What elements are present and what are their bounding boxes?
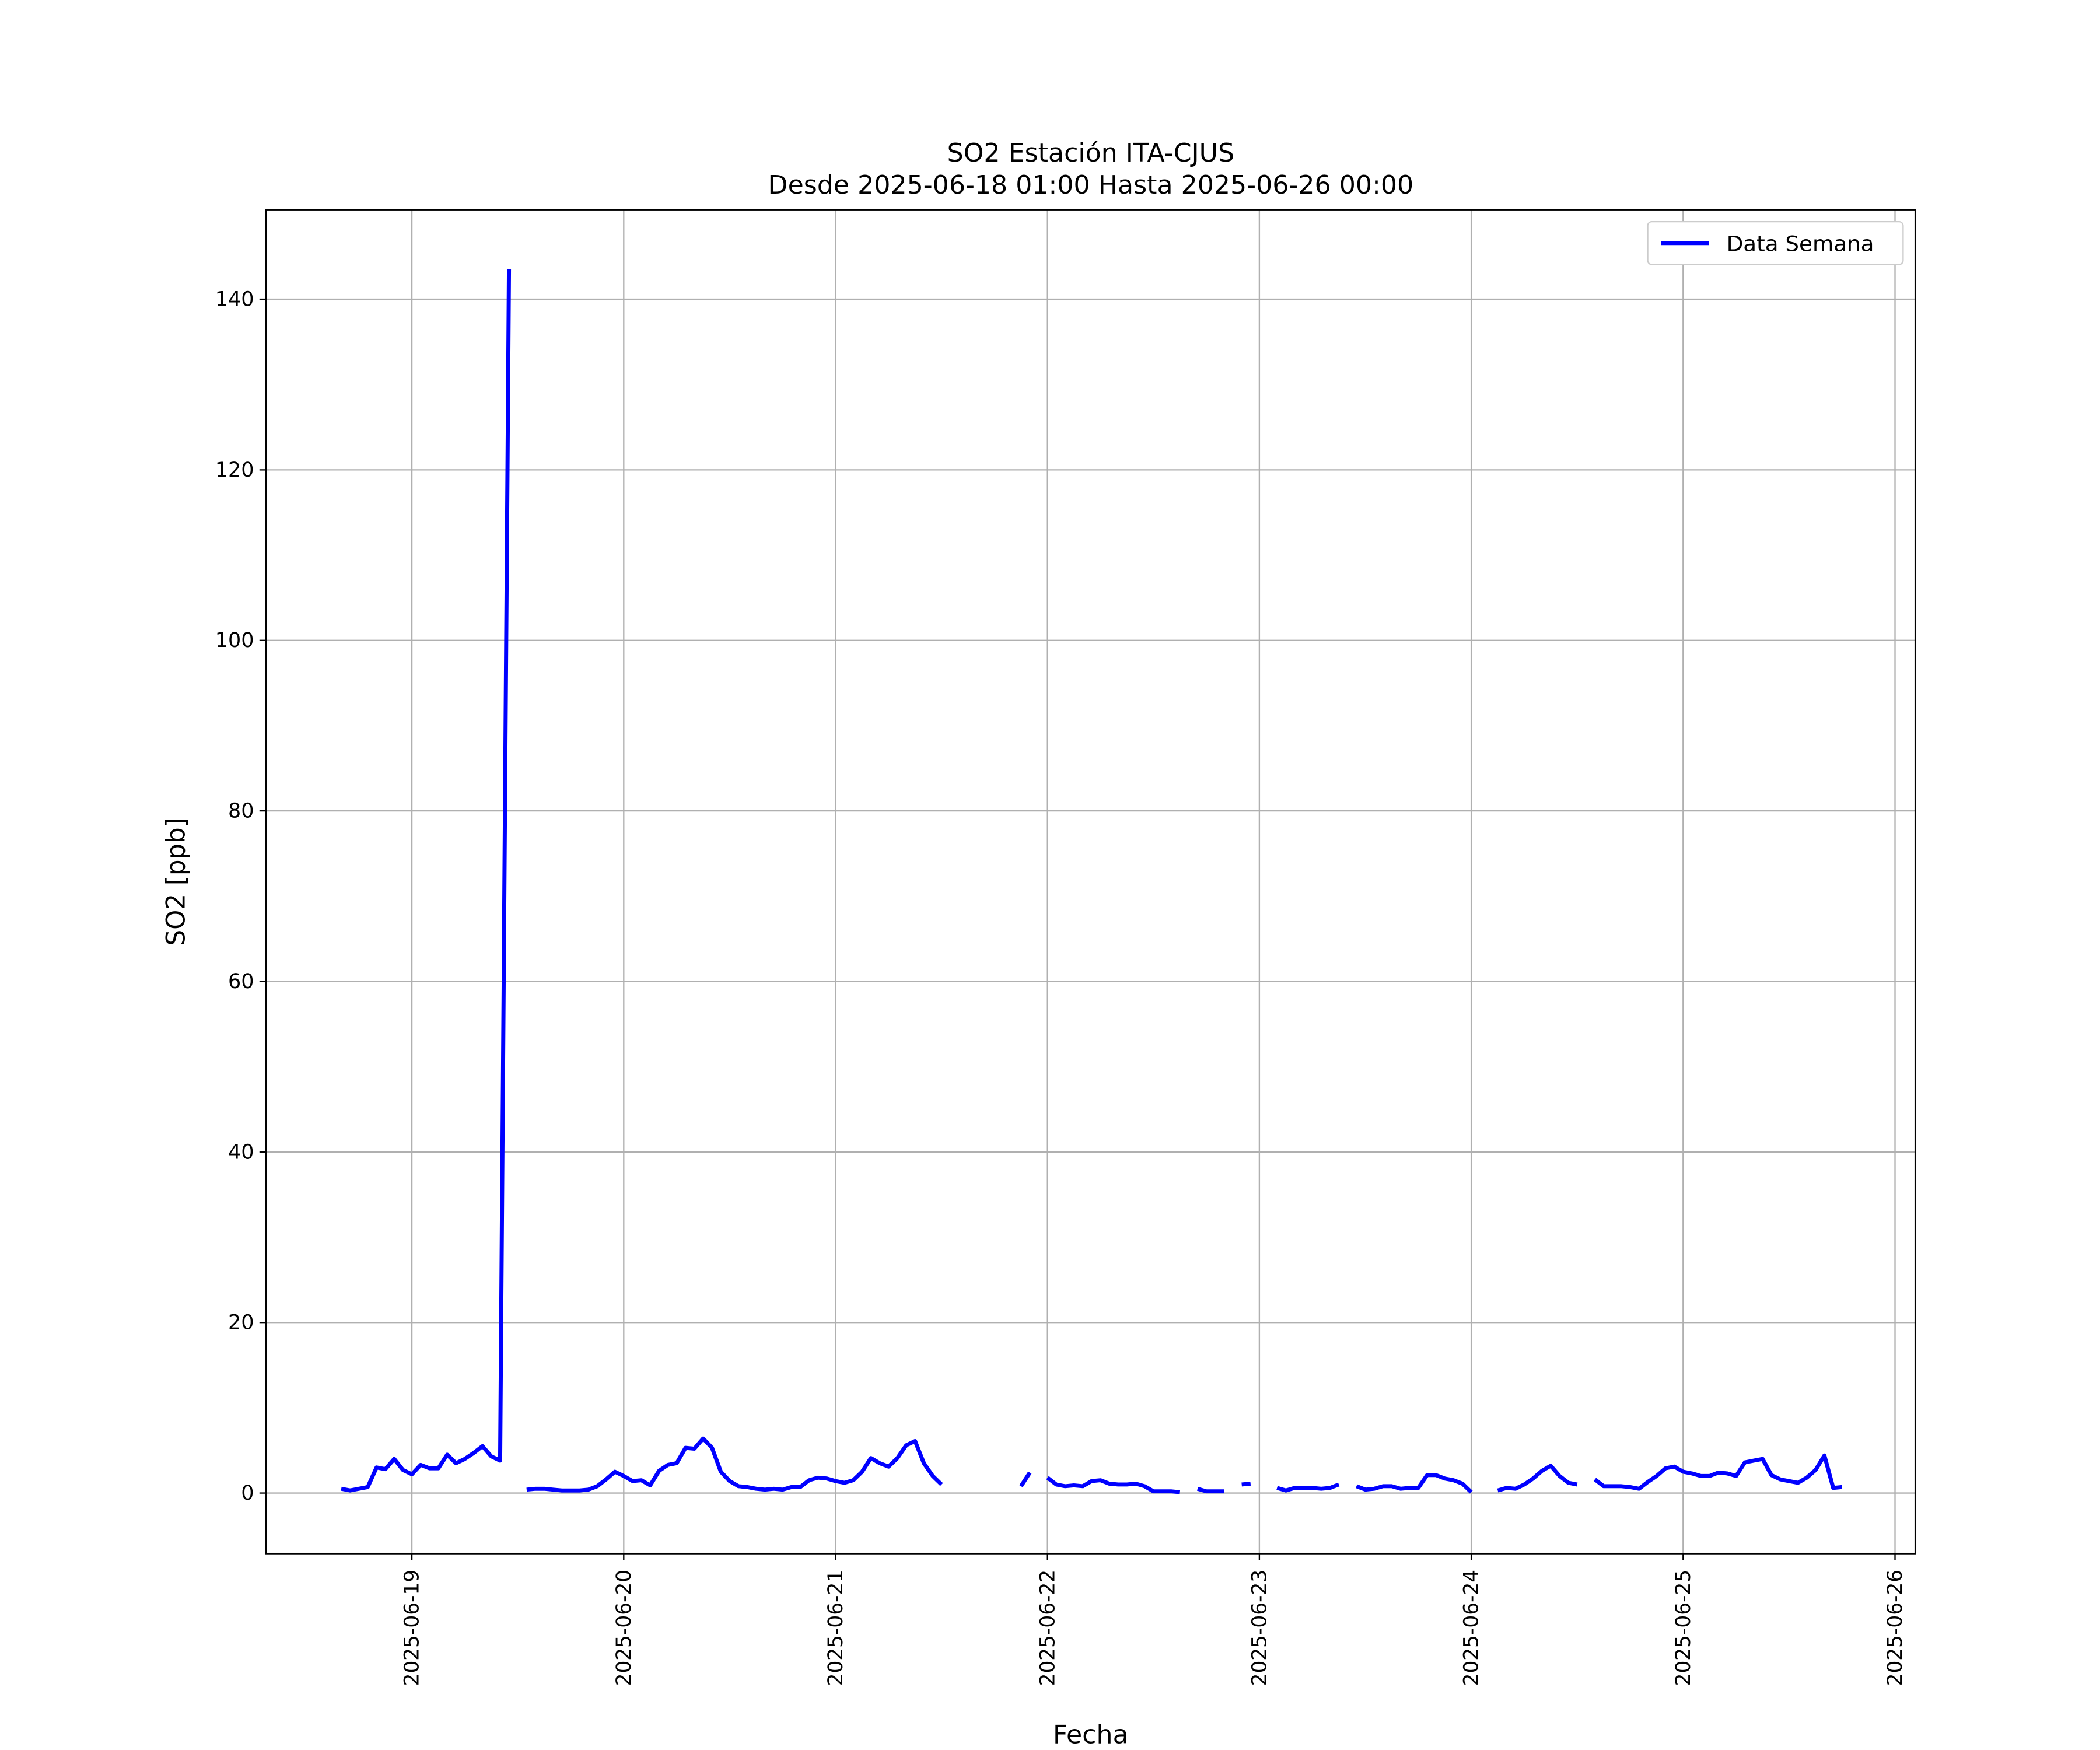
data-line — [341, 269, 1843, 1494]
x-tick-label: 2025-06-26 — [1884, 1570, 1907, 1686]
y-axis-label: SO2 [ppb] — [161, 817, 191, 946]
legend-label: Data Semana — [1727, 232, 1874, 257]
plot-frame — [265, 209, 1916, 1555]
y-tick-label: 100 — [215, 629, 254, 652]
y-tick-label: 140 — [215, 288, 254, 312]
y-tick-label: 120 — [215, 459, 254, 482]
y-tick-label: 60 — [228, 970, 254, 993]
x-axis-label: Fecha — [1053, 1720, 1129, 1750]
x-tick-label: 2025-06-21 — [824, 1570, 848, 1686]
x-tick-label: 2025-06-23 — [1248, 1570, 1271, 1686]
y-tick-label: 0 — [241, 1482, 254, 1505]
y-tick-label: 40 — [228, 1141, 254, 1164]
legend-box — [1647, 221, 1904, 265]
chart-title: SO2 Estación ITA-CJUS — [947, 138, 1234, 168]
y-tick-label: 20 — [228, 1311, 254, 1335]
x-tick-label: 2025-06-25 — [1672, 1570, 1695, 1686]
x-tick-label: 2025-06-20 — [612, 1570, 636, 1686]
x-tick-label: 2025-06-22 — [1036, 1570, 1059, 1686]
x-tick-label: 2025-06-19 — [400, 1570, 424, 1686]
y-tick-label: 80 — [228, 800, 254, 823]
x-tick-label: 2025-06-24 — [1460, 1570, 1483, 1686]
chart-subtitle: Desde 2025-06-18 01:00 Hasta 2025-06-26 … — [768, 170, 1414, 200]
